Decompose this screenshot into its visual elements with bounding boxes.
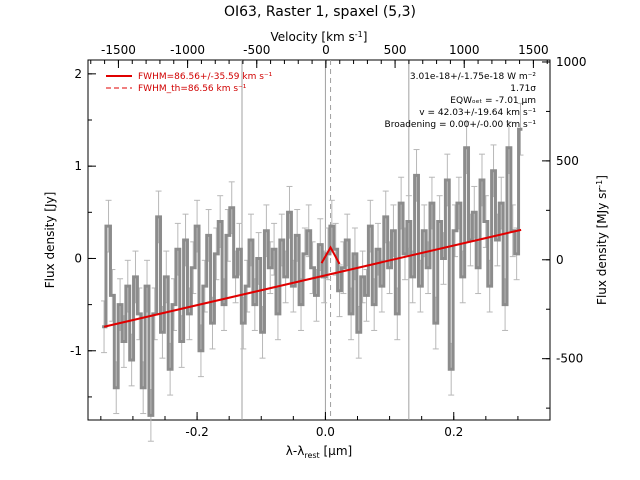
right-y-axis-ticks: -500 0 500 1000 [542,55,587,409]
x-tick-label: -0.2 [185,425,208,439]
velocity-tick-label: 0 [322,43,330,57]
x-axis-ticks: -0.2 0.0 0.2 [100,412,519,439]
plot-area [87,59,551,442]
velocity-tick-label: -1000 [170,43,205,57]
line-fit-peak [320,245,341,265]
spectrum-line [102,127,523,417]
y-axis-title: Flux density [Jy] [43,192,57,289]
right-y-tick-label: 500 [556,154,579,168]
annotation-flux: 3.01e-18+/-1.75e-18 W m⁻² [410,72,537,82]
right-y-axis-title: Flux density [MJy sr-1] [595,175,609,305]
right-y-tick-label: 1000 [556,55,587,69]
x-tick-label: 0.2 [444,425,463,439]
x-tick-label: 0.0 [316,425,335,439]
velocity-axis-ticks: -1500 -1000 -500 0 500 1000 1500 [90,43,549,68]
legend-fwhm: FWHM=86.56+/-35.59 km s⁻¹ [138,72,273,82]
x-axis-title: λ-λrest [μm] [286,444,352,460]
velocity-tick-label: 500 [384,43,407,57]
y-axis-ticks: -1 0 1 2 [70,67,96,398]
chart-title: OI63, Raster 1, spaxel (5,3) [224,4,416,20]
y-tick-label: 1 [74,159,82,173]
top-axis-title: Velocity [km s-1] [271,30,368,44]
y-tick-label: 0 [74,251,82,265]
annotation-velocity: v = 42.03+/-19.64 km s⁻¹ [419,108,536,118]
annotation-sigma: 1.71σ [510,84,536,94]
velocity-tick-label: -500 [243,43,270,57]
y-tick-label: 2 [74,67,82,81]
right-y-tick-label: 0 [556,253,564,267]
legend: FWHM=86.56+/-35.59 km s⁻¹ FWHM_th=86.56 … [106,72,273,94]
annotation-eqw: EQWₒₑₜ = -7.01 μm [450,96,536,106]
plot-frame [87,59,551,421]
velocity-tick-label: -1500 [101,43,136,57]
velocity-tick-label: 1500 [518,43,549,57]
legend-fwhm-th: FWHM_th=86.56 km s⁻¹ [138,84,247,94]
fit-annotations: 3.01e-18+/-1.75e-18 W m⁻² 1.71σ EQWₒₑₜ =… [385,72,537,130]
velocity-tick-label: 1000 [449,43,480,57]
continuum-fit-line [103,228,522,328]
right-y-tick-label: -500 [556,352,583,366]
annotation-broadening: Broadening = 0.00+/-0.00 km s⁻¹ [385,120,537,130]
y-tick-label: -1 [70,344,82,358]
